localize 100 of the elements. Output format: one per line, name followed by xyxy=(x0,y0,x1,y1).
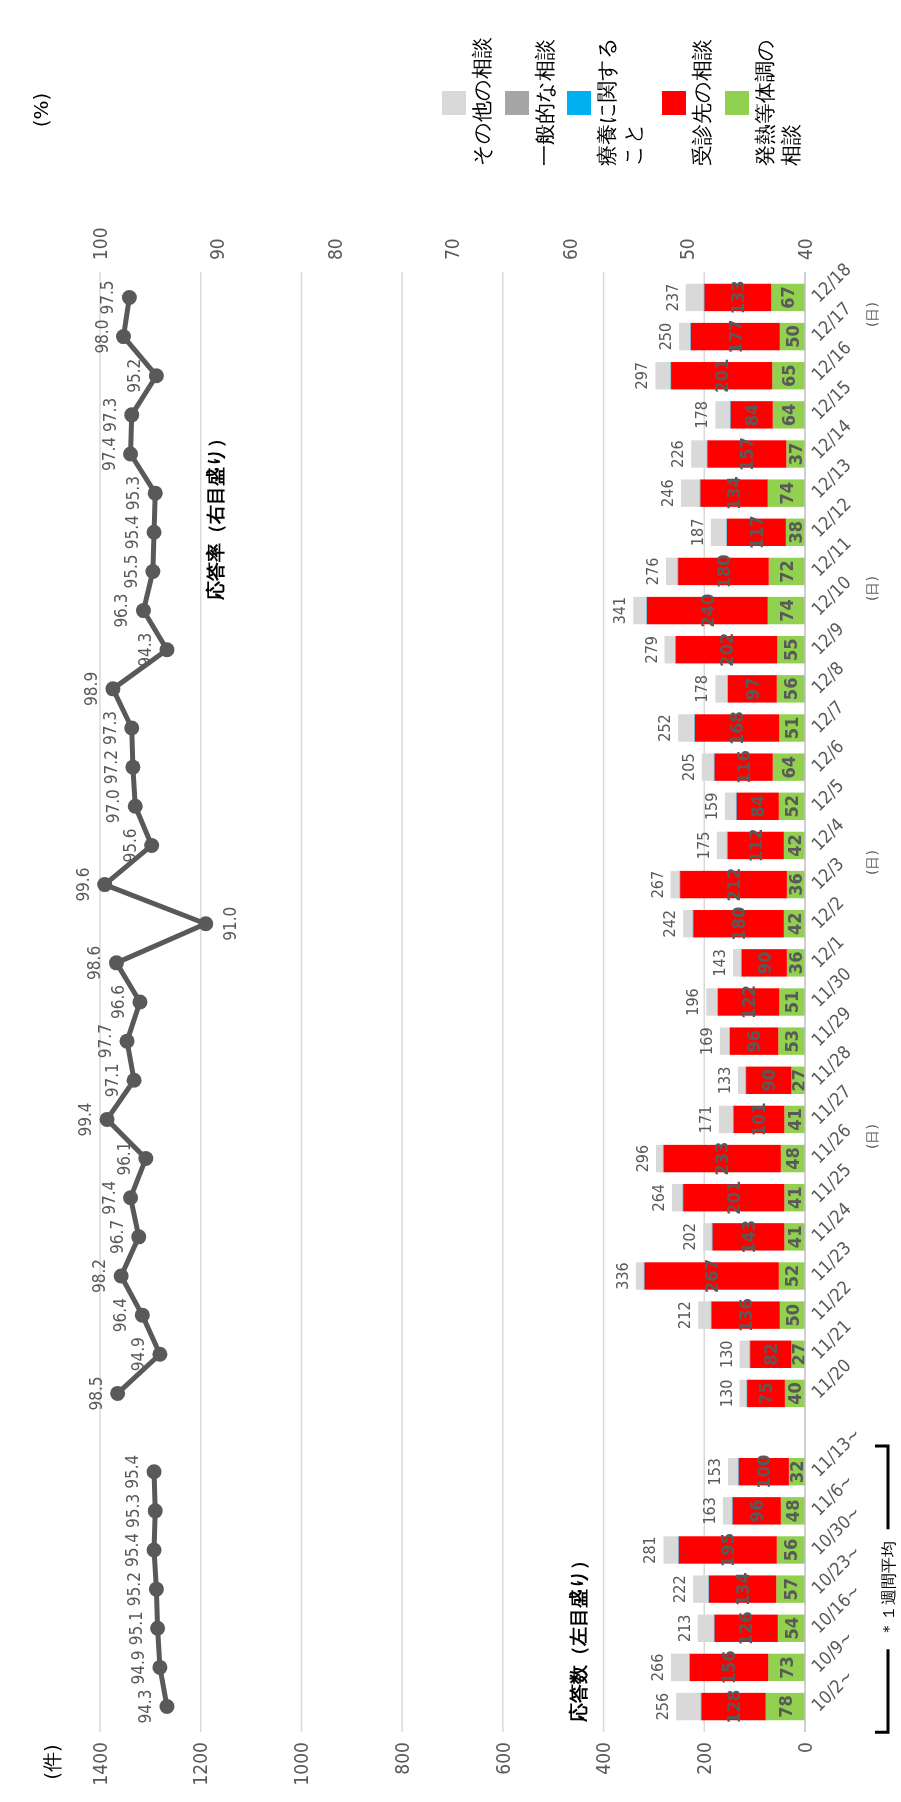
x2-tick-label: 40 xyxy=(793,238,816,260)
data-label: 212 xyxy=(722,867,744,902)
total-label: 281 xyxy=(640,1536,660,1564)
x-tick-label: 1000 xyxy=(290,1742,313,1786)
data-label: 195 xyxy=(717,1533,738,1567)
total-label: 222 xyxy=(670,1575,690,1603)
total-label: 256 xyxy=(653,1692,673,1721)
total-label: 130 xyxy=(716,1379,736,1408)
data-label: 42 xyxy=(783,834,805,857)
legend-label: 療養に関すること xyxy=(595,37,646,166)
total-label: 296 xyxy=(632,1144,652,1173)
total-label: 264 xyxy=(649,1183,669,1212)
total-label: 266 xyxy=(648,1653,668,1682)
data-label: 117 xyxy=(745,515,767,550)
data-label: 101 xyxy=(748,1102,770,1137)
data-label: 99.6 xyxy=(72,867,93,902)
data-label: 53 xyxy=(780,1029,802,1053)
total-label: 153 xyxy=(704,1457,724,1486)
x-tick-label: 400 xyxy=(592,1742,615,1775)
total-label: 159 xyxy=(701,792,721,821)
data-label: 157 xyxy=(736,437,758,471)
total-label: 169 xyxy=(696,1027,716,1055)
total-label: 213 xyxy=(674,1614,694,1643)
data-label: 156 xyxy=(718,1650,740,1685)
data-label: 73 xyxy=(775,1656,797,1679)
total-label: 202 xyxy=(680,1223,700,1251)
data-label: 240 xyxy=(696,593,718,628)
data-label: 180 xyxy=(712,554,734,589)
data-label: 36 xyxy=(785,951,807,975)
legend-label: 発熱等体調の相談 xyxy=(753,39,804,166)
data-label: 112 xyxy=(744,828,766,863)
data-label: 90 xyxy=(758,1069,780,1092)
x-tick-label: 200 xyxy=(692,1742,715,1775)
data-label: 52 xyxy=(781,1264,803,1288)
data-label: 97 xyxy=(741,677,763,701)
total-label: 336 xyxy=(612,1262,632,1290)
total-label: 252 xyxy=(655,714,675,742)
data-label: 56 xyxy=(780,1538,802,1562)
data-label: 84 xyxy=(746,795,768,818)
data-label: 56 xyxy=(780,677,802,701)
total-label: 341 xyxy=(610,596,630,625)
data-label: 98.5 xyxy=(85,1376,106,1411)
data-label: 94.9 xyxy=(127,1337,148,1372)
data-label: 126 xyxy=(735,1611,757,1646)
data-label: 97.4 xyxy=(98,1180,119,1215)
x2-tick-label: 90 xyxy=(206,238,229,260)
data-label: 116 xyxy=(732,750,754,785)
total-label: 196 xyxy=(683,988,703,1016)
data-label: 96.6 xyxy=(107,984,128,1020)
data-label: 78 xyxy=(774,1695,796,1718)
data-label: 97.3 xyxy=(99,397,120,432)
data-label: 97.5 xyxy=(97,280,118,315)
data-label: 41 xyxy=(783,1108,805,1131)
data-label: 72 xyxy=(776,560,798,583)
total-label: 133 xyxy=(715,1066,735,1095)
total-label: 130 xyxy=(716,1340,736,1369)
data-label: 95.3 xyxy=(123,1493,144,1528)
data-label: 41 xyxy=(783,1225,805,1249)
data-label: 94.3 xyxy=(134,1689,155,1724)
total-label: 212 xyxy=(675,1301,695,1329)
data-label: 95.4 xyxy=(122,1532,143,1568)
legend-label: 受診先の相談 xyxy=(690,39,715,166)
data-label: 27 xyxy=(787,1069,809,1092)
x2-tick-label: 80 xyxy=(323,238,346,260)
data-label: 128 xyxy=(722,1689,744,1724)
total-label: 246 xyxy=(658,479,678,507)
legend-label: その他の相談 xyxy=(470,37,495,166)
total-label: 205 xyxy=(678,753,698,781)
data-label: 67 xyxy=(777,286,799,309)
total-label: 267 xyxy=(647,870,667,899)
data-label: 134 xyxy=(723,476,745,511)
data-label: 96.4 xyxy=(110,1298,131,1333)
x-tick-label: 1200 xyxy=(189,1742,212,1786)
total-label: 143 xyxy=(709,949,729,977)
data-label: 84 xyxy=(740,403,762,427)
total-label: 297 xyxy=(632,361,652,390)
total-label: 276 xyxy=(643,557,663,586)
data-label: 95.4 xyxy=(122,1454,143,1489)
data-label: 100 xyxy=(753,1454,775,1489)
total-label: 237 xyxy=(662,283,682,312)
total-label: 175 xyxy=(693,831,713,860)
data-label: 27 xyxy=(787,1343,809,1366)
data-label: 180 xyxy=(727,906,749,941)
data-label: 97.1 xyxy=(102,1063,123,1098)
data-label: 177 xyxy=(724,319,746,354)
data-label: 134 xyxy=(731,1572,753,1607)
data-label: 74 xyxy=(775,599,797,622)
total-label: 279 xyxy=(641,635,661,664)
total-label: 187 xyxy=(687,518,707,547)
x2-tick-label: 100 xyxy=(88,227,111,260)
data-label: 98.0 xyxy=(91,319,112,354)
data-label: 55 xyxy=(780,638,802,661)
data-label: 65 xyxy=(777,364,799,387)
data-label: 96 xyxy=(745,1499,767,1523)
total-label: 171 xyxy=(695,1105,715,1134)
data-label: 96.1 xyxy=(113,1141,134,1176)
data-label: 50 xyxy=(781,325,803,348)
data-label: 48 xyxy=(782,1147,804,1170)
data-label: 51 xyxy=(781,990,803,1014)
data-label: 201 xyxy=(710,358,732,393)
